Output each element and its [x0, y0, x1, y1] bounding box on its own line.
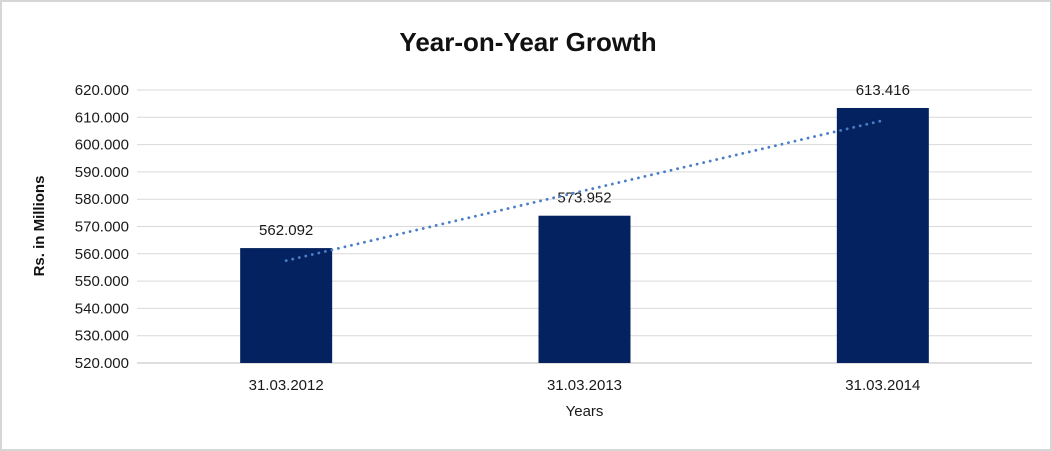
y-tick-label: 570.000 [75, 219, 129, 236]
y-tick-label: 550.000 [75, 273, 129, 290]
y-tick-label: 610.000 [75, 109, 129, 126]
y-tick-label: 530.000 [75, 328, 129, 345]
y-axis-title: Rs. in Millions [31, 175, 48, 277]
data-label: 573.952 [557, 190, 611, 207]
bar-31.03.2013 [538, 215, 631, 363]
x-category-label: 31.03.2012 [249, 377, 324, 394]
data-label: 613.416 [856, 82, 910, 99]
y-tick-label: 520.000 [75, 355, 129, 372]
x-axis-title: Years [565, 403, 604, 420]
y-tick-label: 540.000 [75, 300, 129, 317]
y-tick-label: 590.000 [75, 164, 129, 181]
y-tick-label: 560.000 [75, 246, 129, 263]
bar-31.03.2012 [240, 248, 333, 363]
y-tick-label: 600.000 [75, 137, 129, 154]
bar-31.03.2014 [836, 107, 929, 363]
y-tick-label: 580.000 [75, 191, 129, 208]
chart-title: Year-on-Year Growth [399, 27, 657, 57]
data-label: 562.092 [259, 222, 313, 239]
x-category-label: 31.03.2013 [547, 377, 622, 394]
x-category-label: 31.03.2014 [845, 377, 920, 394]
y-tick-label: 620.000 [75, 82, 129, 99]
